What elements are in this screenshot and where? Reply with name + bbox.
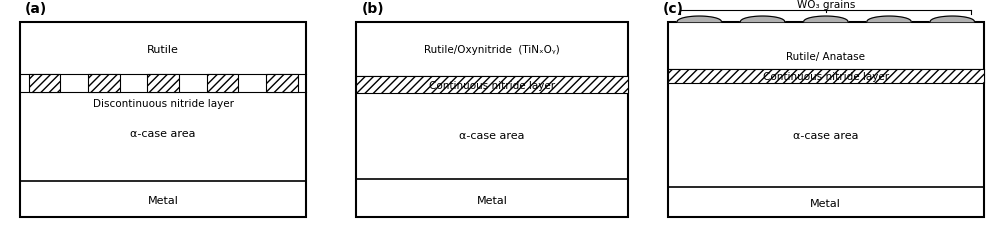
Text: (c): (c) [662, 2, 683, 16]
Bar [147, 75, 179, 93]
Polygon shape [930, 17, 974, 22]
Text: Metal: Metal [476, 195, 507, 205]
Text: (b): (b) [361, 2, 384, 16]
Text: α-case area: α-case area [792, 130, 858, 140]
Bar [356, 22, 627, 218]
Bar [266, 75, 297, 93]
Bar [20, 22, 306, 218]
Bar [667, 69, 983, 84]
Text: Rutile: Rutile [147, 45, 179, 55]
Bar [88, 75, 119, 93]
Text: Continuous nitride layer: Continuous nitride layer [428, 80, 555, 90]
Text: Metal: Metal [809, 198, 841, 208]
Polygon shape [740, 17, 784, 22]
Polygon shape [676, 17, 720, 22]
Text: Discontinuous nitride layer: Discontinuous nitride layer [92, 98, 234, 108]
Text: α-case area: α-case area [458, 130, 525, 140]
Text: WO₃ grains: WO₃ grains [795, 0, 855, 10]
Bar [207, 75, 238, 93]
Text: (a): (a) [25, 2, 47, 16]
Text: Rutile/Oxynitride  (TiNₓOᵧ): Rutile/Oxynitride (TiNₓOᵧ) [423, 45, 560, 55]
Bar [667, 22, 983, 218]
Bar [356, 77, 627, 94]
Bar [29, 75, 60, 93]
Text: Metal: Metal [147, 195, 179, 205]
Polygon shape [867, 17, 911, 22]
Text: α-case area: α-case area [130, 129, 196, 139]
Text: Continuous nitride layer: Continuous nitride layer [762, 72, 888, 82]
Text: Rutile/ Anatase: Rutile/ Anatase [785, 52, 865, 62]
Polygon shape [803, 17, 848, 22]
